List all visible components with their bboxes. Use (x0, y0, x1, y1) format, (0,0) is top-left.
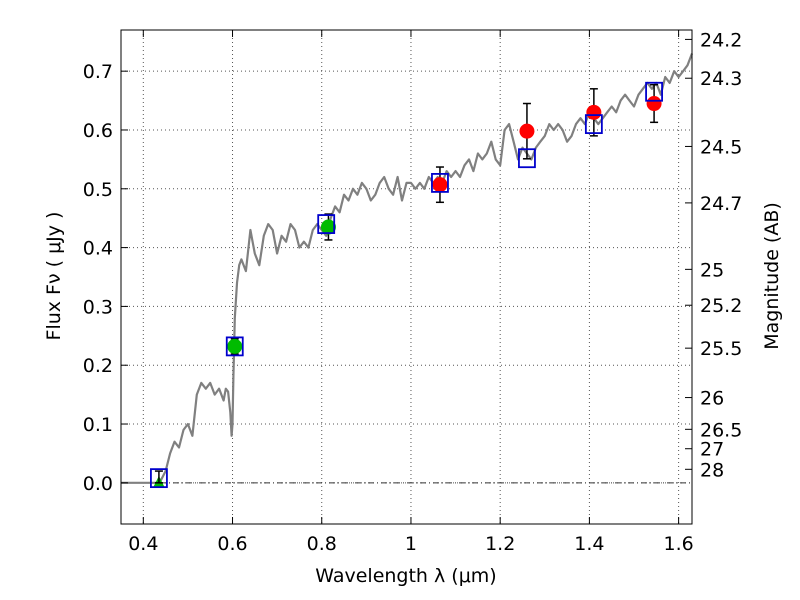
mag-tick-label: 25.5 (700, 338, 742, 360)
x-tick-label: 1.4 (574, 533, 604, 555)
x-tick-label: 1 (405, 533, 417, 555)
mag-tick-label: 27 (700, 439, 724, 461)
mag-tick-label: 25.2 (700, 295, 742, 317)
model-photometry-square (225, 336, 244, 357)
y-tick-label: 0.0 (83, 473, 113, 495)
x-tick-label: 0.4 (128, 533, 158, 555)
mag-tick-label: 24.7 (700, 193, 742, 215)
x-tick-label: 0.6 (217, 533, 247, 555)
x-axis-label: Wavelength λ (μm) (315, 565, 496, 587)
y-tick-label: 0.3 (83, 296, 113, 318)
mag-tick-label: 28 (700, 459, 724, 481)
y-axis-label: Flux Fν ( μJy ) (43, 212, 65, 341)
y-tick-label: 0.2 (83, 355, 113, 377)
model-photometry-square (150, 468, 168, 489)
model-photometry-square (645, 81, 663, 102)
error-bar (154, 470, 163, 484)
mag-tick-label: 24.3 (700, 68, 742, 90)
mag-tick-label: 24.2 (700, 29, 742, 51)
mag-tick-label: 25 (700, 259, 724, 281)
y-tick-label: 0.4 (83, 238, 113, 260)
y-tick-label: 0.1 (83, 414, 113, 436)
model-spectrum-line (121, 53, 694, 484)
x-tick-label: 0.8 (307, 533, 337, 555)
red-data-point (519, 123, 535, 139)
model-photometry-square (518, 148, 536, 169)
green-data-point (320, 219, 336, 235)
mag-tick-label: 26 (700, 388, 724, 410)
y-tick-label: 0.6 (83, 120, 113, 142)
y-tick-label: 0.5 (83, 179, 113, 201)
mag-tick-label: 24.5 (700, 136, 742, 158)
red-data-point (432, 177, 448, 193)
series-layer (121, 53, 694, 489)
model-photometry-square (431, 173, 449, 193)
plot-frame (120, 29, 693, 525)
x-tick-label: 1.2 (485, 533, 515, 555)
grid-lines (121, 30, 692, 524)
green-data-point (227, 338, 243, 354)
mag-tick-label: 26.5 (700, 419, 742, 441)
red-data-point (646, 96, 662, 112)
x-tick-label: 1.6 (664, 533, 694, 555)
y-axis-ticks: 0.0 0.1 0.2 0.3 0.4 0.5 0.6 0.7 (83, 61, 128, 495)
model-photometry-square (584, 114, 603, 134)
right-axis-label: Magnitude (AB) (761, 202, 783, 350)
model-photometry-square (317, 214, 336, 234)
y-tick-label: 0.7 (83, 61, 113, 83)
red-data-point (586, 104, 602, 120)
x-axis-ticks: 0.4 0.6 0.8 1 1.2 1.4 1.6 (128, 30, 694, 555)
